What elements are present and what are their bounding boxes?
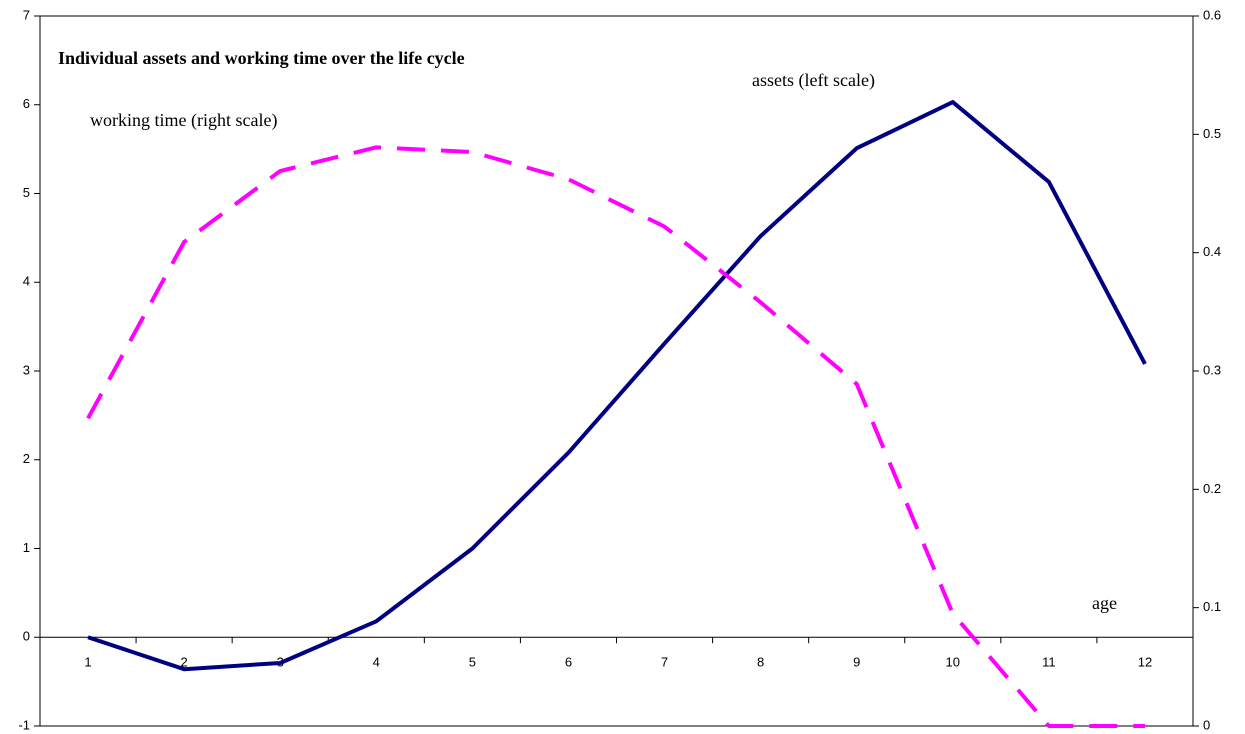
y-tick-label: 7 <box>23 7 30 22</box>
x-tick-label: 1 <box>84 655 91 670</box>
y-tick-label: 4 <box>23 274 30 289</box>
y2-tick-label: 0.3 <box>1203 362 1221 377</box>
annotation: assets (left scale) <box>752 70 875 91</box>
x-tick-label: 8 <box>757 655 764 670</box>
chart-title: Individual assets and working time over … <box>58 48 465 68</box>
y-tick-label: -1 <box>18 717 30 732</box>
y2-tick-label: 0.5 <box>1203 126 1221 141</box>
series-line <box>87 100 1147 672</box>
x-tick-label: 5 <box>469 655 476 670</box>
y-tick-label: 3 <box>23 362 30 377</box>
annotation: age <box>1092 593 1117 613</box>
series-line <box>86 145 1145 728</box>
y-tick-label: 5 <box>23 185 30 200</box>
x-tick-label: 12 <box>1138 655 1152 670</box>
y2-tick-label: 0.4 <box>1203 244 1221 259</box>
annotation: working time (right scale) <box>90 110 277 131</box>
x-tick-label: 9 <box>853 655 860 670</box>
x-tick-label: 6 <box>565 655 572 670</box>
y-tick-label: 0 <box>23 629 30 644</box>
y-tick-label: 6 <box>23 96 30 111</box>
y2-tick-label: 0.6 <box>1203 7 1221 22</box>
x-tick-label: 7 <box>661 655 668 670</box>
y-tick-label: 2 <box>23 451 30 466</box>
x-tick-label: 4 <box>373 655 380 670</box>
y-tick-label: 1 <box>23 540 30 555</box>
x-tick-label: 2 <box>181 655 188 670</box>
x-tick-label: 10 <box>946 655 960 670</box>
y2-tick-label: 0 <box>1203 717 1210 732</box>
y2-tick-label: 0.2 <box>1203 481 1221 496</box>
y2-tick-label: 0.1 <box>1203 599 1221 614</box>
x-tick-label: 11 <box>1042 655 1056 670</box>
